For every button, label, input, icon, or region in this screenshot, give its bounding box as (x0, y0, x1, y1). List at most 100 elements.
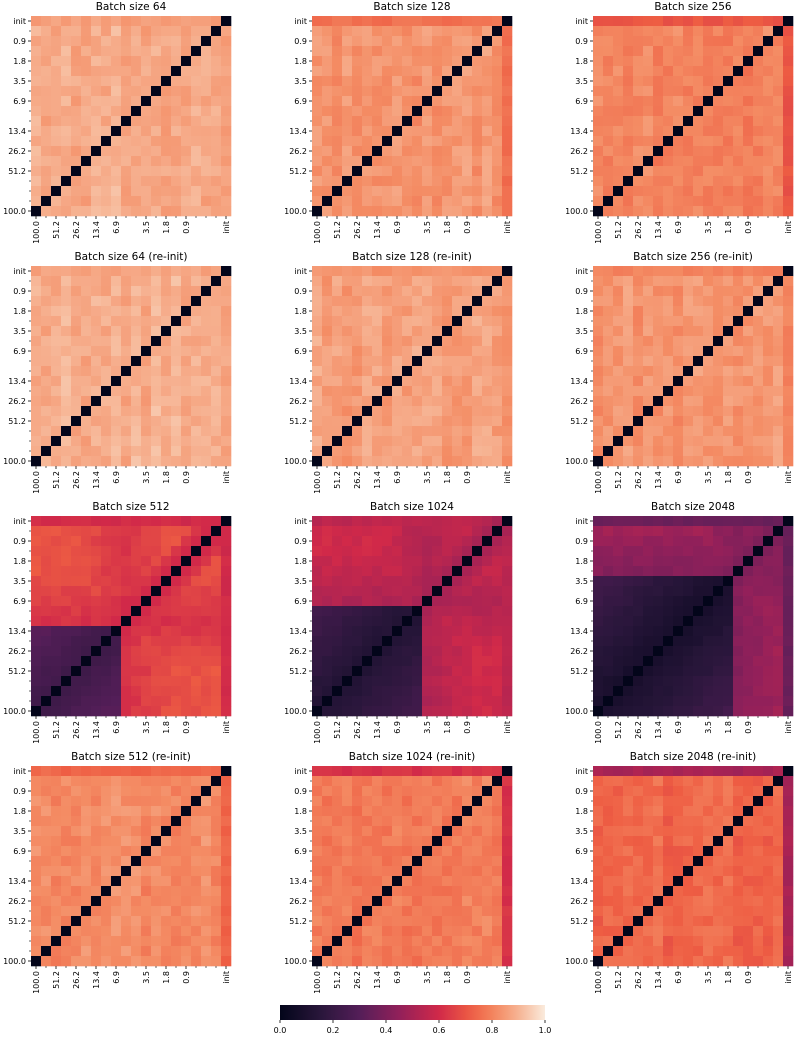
heatmap-cell (161, 326, 172, 337)
heatmap-cell (51, 936, 62, 947)
heatmap-cell (663, 606, 674, 617)
heatmap-cell (773, 556, 784, 567)
heatmap-cell (683, 336, 694, 347)
heatmap-cell (703, 206, 714, 217)
heatmap-cell (753, 276, 764, 287)
heatmap-cell (161, 576, 172, 587)
heatmap-cell (81, 846, 92, 857)
heatmap-cell (492, 136, 503, 147)
heatmap-cell (201, 556, 212, 567)
heatmap-cell (121, 106, 132, 117)
heatmap-cell (753, 656, 764, 667)
heatmap-cell (201, 866, 212, 877)
heatmap-cell (452, 676, 463, 687)
heatmap-cell (703, 296, 714, 307)
heatmap-cell (131, 316, 142, 327)
x-tick-label: 1.8 (724, 471, 733, 484)
heatmap-cell (221, 906, 232, 917)
heatmap-cell (402, 626, 413, 637)
heatmap-cell (482, 276, 493, 287)
heatmap-cell (312, 46, 323, 57)
heatmap-cell (61, 306, 72, 317)
x-tick-label: 100.0 (594, 721, 603, 744)
heatmap-cell (91, 316, 102, 327)
heatmap-cell (342, 546, 353, 557)
heatmap-cell (342, 316, 353, 327)
heatmap-cell (593, 596, 604, 607)
heatmap-cell (633, 606, 644, 617)
heatmap-cell (432, 56, 443, 67)
heatmap-cell (41, 406, 52, 417)
heatmap-cell (723, 86, 734, 97)
heatmap-cell (181, 36, 192, 47)
heatmap-cell (452, 906, 463, 917)
heatmap-cell (322, 786, 333, 797)
heatmap-cell (111, 96, 122, 107)
heatmap-cell (61, 936, 72, 947)
heatmap-cell (121, 706, 132, 717)
heatmap-cell (342, 806, 353, 817)
heatmap-cell (673, 596, 684, 607)
heatmap-cell (372, 796, 383, 807)
heatmap-cell (31, 866, 42, 877)
heatmap-cell (111, 116, 122, 127)
heatmap-cell (91, 946, 102, 957)
heatmap-cell (101, 166, 112, 177)
heatmap-cell (482, 536, 493, 547)
heatmap-cell (643, 326, 654, 337)
heatmap-cell (502, 456, 513, 467)
heatmap-cell (131, 806, 142, 817)
x-tick-label: 6.9 (674, 221, 683, 234)
heatmap-cell (472, 346, 483, 357)
heatmap-cell (101, 566, 112, 577)
heatmap-cell (703, 566, 714, 577)
heatmap-cell (743, 56, 754, 67)
heatmap-cell (151, 556, 162, 567)
heatmap-cell (131, 586, 142, 597)
heatmap-cell (462, 946, 473, 957)
heatmap-cell (91, 666, 102, 677)
heatmap-cell (151, 536, 162, 547)
heatmap-cell (312, 386, 323, 397)
heatmap-cell (663, 686, 674, 697)
heatmap-cell (763, 146, 774, 157)
heatmap-cell (131, 166, 142, 177)
heatmap-cell (342, 126, 353, 137)
heatmap-cell (743, 356, 754, 367)
heatmap-cell (422, 526, 433, 537)
heatmap-cell (211, 296, 222, 307)
heatmap-cell (462, 136, 473, 147)
heatmap-cell (141, 596, 152, 607)
heatmap-cell (111, 406, 122, 417)
heatmap-cell (432, 196, 443, 207)
heatmap-cell (141, 926, 152, 937)
heatmap-cell (31, 326, 42, 337)
heatmap-cell (492, 826, 503, 837)
heatmap-cell (181, 836, 192, 847)
heatmap-cell (191, 316, 202, 327)
heatmap-cell (362, 886, 373, 897)
heatmap-cell (322, 936, 333, 947)
heatmap-cell (593, 136, 604, 147)
heatmap-cell (663, 436, 674, 447)
heatmap-cell (362, 826, 373, 837)
heatmap-cell (31, 286, 42, 297)
heatmap-cell (683, 316, 694, 327)
heatmap-cell (763, 166, 774, 177)
heatmap-cell (71, 706, 82, 717)
heatmap-cell (171, 836, 182, 847)
heatmap-cell (81, 936, 92, 947)
heatmap-cell (613, 386, 624, 397)
heatmap-cell (121, 266, 132, 277)
x-tick-label: 51.2 (52, 471, 61, 489)
heatmap-cell (683, 186, 694, 197)
heatmap-cell (41, 516, 52, 527)
heatmap-cell (322, 956, 333, 967)
heatmap-cell (683, 526, 694, 537)
heatmap-cell (211, 666, 222, 677)
heatmap-cell (372, 26, 383, 37)
heatmap-cell (151, 566, 162, 577)
heatmap-cell (332, 126, 343, 137)
heatmap-cell (131, 876, 142, 887)
x-tick-label: 3.5 (704, 721, 713, 734)
